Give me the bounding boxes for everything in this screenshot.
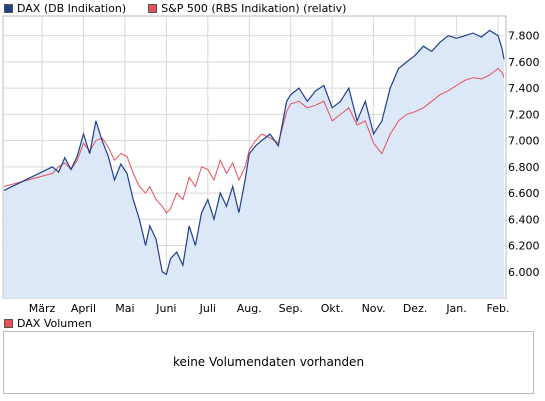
legend-label-sp500: S&P 500 (RBS Indikation) (relativ) [161,1,347,15]
x-tick-label: Juni [155,302,176,315]
legend-swatch-dax [4,3,13,13]
y-tick-label: 6.800 [508,161,540,174]
x-tick-label: Feb. [487,302,510,315]
y-tick-label: 6.000 [508,266,540,279]
y-tick-label: 6.600 [508,187,540,200]
y-tick-label: 7.400 [508,82,540,95]
legend-item-dax[interactable]: DAX (DB Indikation) [4,2,126,15]
x-tick-label: Dez. [403,302,428,315]
price-chart: 6.000 6.200 6.400 6.600 6.800 7.000 7.200 7.400… [2,15,540,315]
x-tick-label: Jan. [445,302,466,315]
legend-swatch-volume [4,319,13,328]
y-tick-label: 7.600 [508,56,540,69]
volume-empty-message: keine Volumendaten vorhanden [172,355,365,369]
volume-panel: keine Volumendaten vorhanden [3,331,534,394]
y-tick-label: 7.800 [508,30,540,43]
x-tick-label: Mai [115,302,134,315]
x-tick-label: April [71,302,96,315]
y-tick-label: 6.400 [508,213,540,226]
sp500-line [3,67,505,214]
x-tick-label: Sep. [279,302,303,315]
y-tick-label: 7.000 [508,135,540,148]
x-tick-label: Aug. [237,302,262,315]
x-tick-label: Nov. [362,302,386,315]
y-tick-label: 6.200 [508,240,540,253]
x-axis: März April Mai Juni Juli Aug. Sep. Okt. Nov. Dez.… [29,302,510,315]
legend-item-sp500[interactable]: S&P 500 (RBS Indikation) (relativ) [148,2,346,15]
x-tick-label: März [29,302,56,315]
legend-swatch-sp500 [148,3,158,13]
x-tick-label: Juli [199,302,216,315]
dax-line [3,29,505,276]
x-tick-label: Okt. [321,302,344,315]
y-tick-label: 7.200 [508,108,540,121]
volume-label: DAX Volumen [17,317,92,330]
y-axis: 6.000 6.200 6.400 6.600 6.800 7.000 7.200 7.400… [508,30,540,279]
volume-legend: DAX Volumen [4,317,92,330]
chart-legend: DAX (DB Indikation) S&P 500 (RBS Indikat… [4,1,368,15]
legend-label-dax: DAX (DB Indikation) [17,1,127,15]
dax-area-fill [4,30,504,299]
